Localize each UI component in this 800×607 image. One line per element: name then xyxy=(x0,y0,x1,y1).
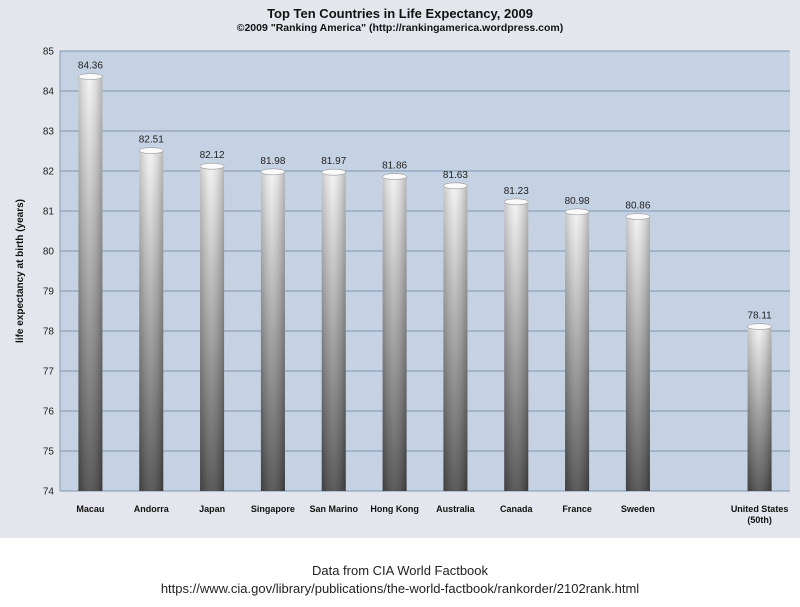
x-tick-label: San Marino xyxy=(309,504,358,514)
y-tick-label: 83 xyxy=(43,127,55,138)
bar-shading xyxy=(504,201,529,492)
x-tick-label: Sweden xyxy=(621,504,655,514)
x-tick-label: Andorra xyxy=(134,504,170,514)
y-tick-label: 84 xyxy=(43,87,55,98)
chart-subtitle: ©2009 "Ranking America" (http://rankinga… xyxy=(236,22,564,34)
bar-shading xyxy=(321,172,346,491)
bar xyxy=(138,147,164,491)
chart-title: Top Ten Countries in Life Expectancy, 20… xyxy=(267,6,533,21)
bar-shading xyxy=(382,176,407,491)
plot-area xyxy=(60,51,790,491)
bar-cap xyxy=(503,198,529,206)
bar xyxy=(503,198,529,492)
data-labels: 84.36 82.51 82.12 81.98 81.97 81.86 81.63 81.23… xyxy=(78,61,772,322)
x-tick-label: Japan xyxy=(199,504,225,514)
bar-cap xyxy=(321,168,347,176)
bar-cap xyxy=(382,173,407,180)
bar-cap xyxy=(747,323,772,330)
bar xyxy=(321,168,347,491)
data-label: 80.98 xyxy=(565,196,590,207)
bar-cap xyxy=(138,147,164,154)
x-axis-ticks: Macau Andorra Japan Singapore San Marino Hong… xyxy=(76,504,788,525)
x-tick-label: United States (50th) xyxy=(731,504,789,525)
data-label: 81.86 xyxy=(382,161,407,172)
bar-cap xyxy=(443,182,468,190)
bar-shading xyxy=(260,171,285,492)
bar xyxy=(625,213,651,491)
bar-shading xyxy=(139,150,164,491)
x-tick-label: France xyxy=(562,504,592,514)
bar xyxy=(78,73,103,491)
bar-cap xyxy=(625,213,651,220)
data-label: 81.23 xyxy=(504,186,529,197)
gridlines xyxy=(59,50,790,492)
bar-cap xyxy=(78,73,103,80)
y-tick-label: 76 xyxy=(43,407,55,418)
y-axis-ticks: 74 75 76 77 78 79 80 81 82 83 84 85 xyxy=(43,47,55,498)
y-tick-label: 82 xyxy=(43,167,55,178)
y-axis-title: life expectancy at birth (years) xyxy=(15,199,26,343)
x-tick-label: Hong Kong xyxy=(370,504,419,514)
footer-url: https://www.cia.gov/library/publications… xyxy=(160,581,640,596)
x-tick-label: Canada xyxy=(500,504,534,514)
data-label: 81.97 xyxy=(321,156,346,167)
bar-cap xyxy=(260,168,286,176)
bar-cap xyxy=(564,208,590,216)
y-tick-label: 78 xyxy=(43,327,55,338)
data-label: 80.86 xyxy=(625,201,650,212)
bar xyxy=(199,162,225,491)
data-label: 81.98 xyxy=(260,156,285,167)
bar-shading xyxy=(625,216,650,491)
bar xyxy=(443,182,468,492)
x-tick-label: Australia xyxy=(436,504,476,514)
y-tick-label: 74 xyxy=(43,487,55,498)
data-label: 78.11 xyxy=(747,311,772,322)
y-tick-label: 79 xyxy=(43,287,55,298)
bar-shading xyxy=(747,326,772,491)
bar-shading xyxy=(200,166,225,491)
bar-shading xyxy=(78,76,103,491)
bar-shading xyxy=(443,185,468,492)
chart-svg: 74 75 76 77 78 79 80 81 82 83 84 85 84.36 82.51 82.12… xyxy=(15,47,790,525)
x-tick-label: Macau xyxy=(76,504,104,514)
data-label: 81.63 xyxy=(443,170,468,181)
bar xyxy=(382,173,407,491)
data-label: 82.51 xyxy=(139,135,164,146)
x-tick-label: Singapore xyxy=(251,504,295,514)
bar xyxy=(747,323,772,491)
bar xyxy=(260,168,286,492)
bar-cap xyxy=(199,162,225,170)
data-label: 82.12 xyxy=(200,150,225,161)
chart-frame: 74 75 76 77 78 79 80 81 82 83 84 85 84.36 82.51 82.12… xyxy=(0,0,800,538)
bar-shading xyxy=(565,211,590,492)
y-tick-label: 75 xyxy=(43,447,55,458)
footer-source: Data from CIA World Factbook xyxy=(311,563,489,578)
y-tick-label: 77 xyxy=(43,367,55,378)
y-tick-label: 85 xyxy=(43,47,55,58)
y-tick-label: 80 xyxy=(43,247,55,258)
y-tick-label: 81 xyxy=(43,207,55,218)
data-label: 84.36 xyxy=(78,61,103,72)
footer: Data from CIA World Factbook https://www… xyxy=(0,562,800,598)
bars xyxy=(78,73,772,492)
bar xyxy=(564,208,590,492)
